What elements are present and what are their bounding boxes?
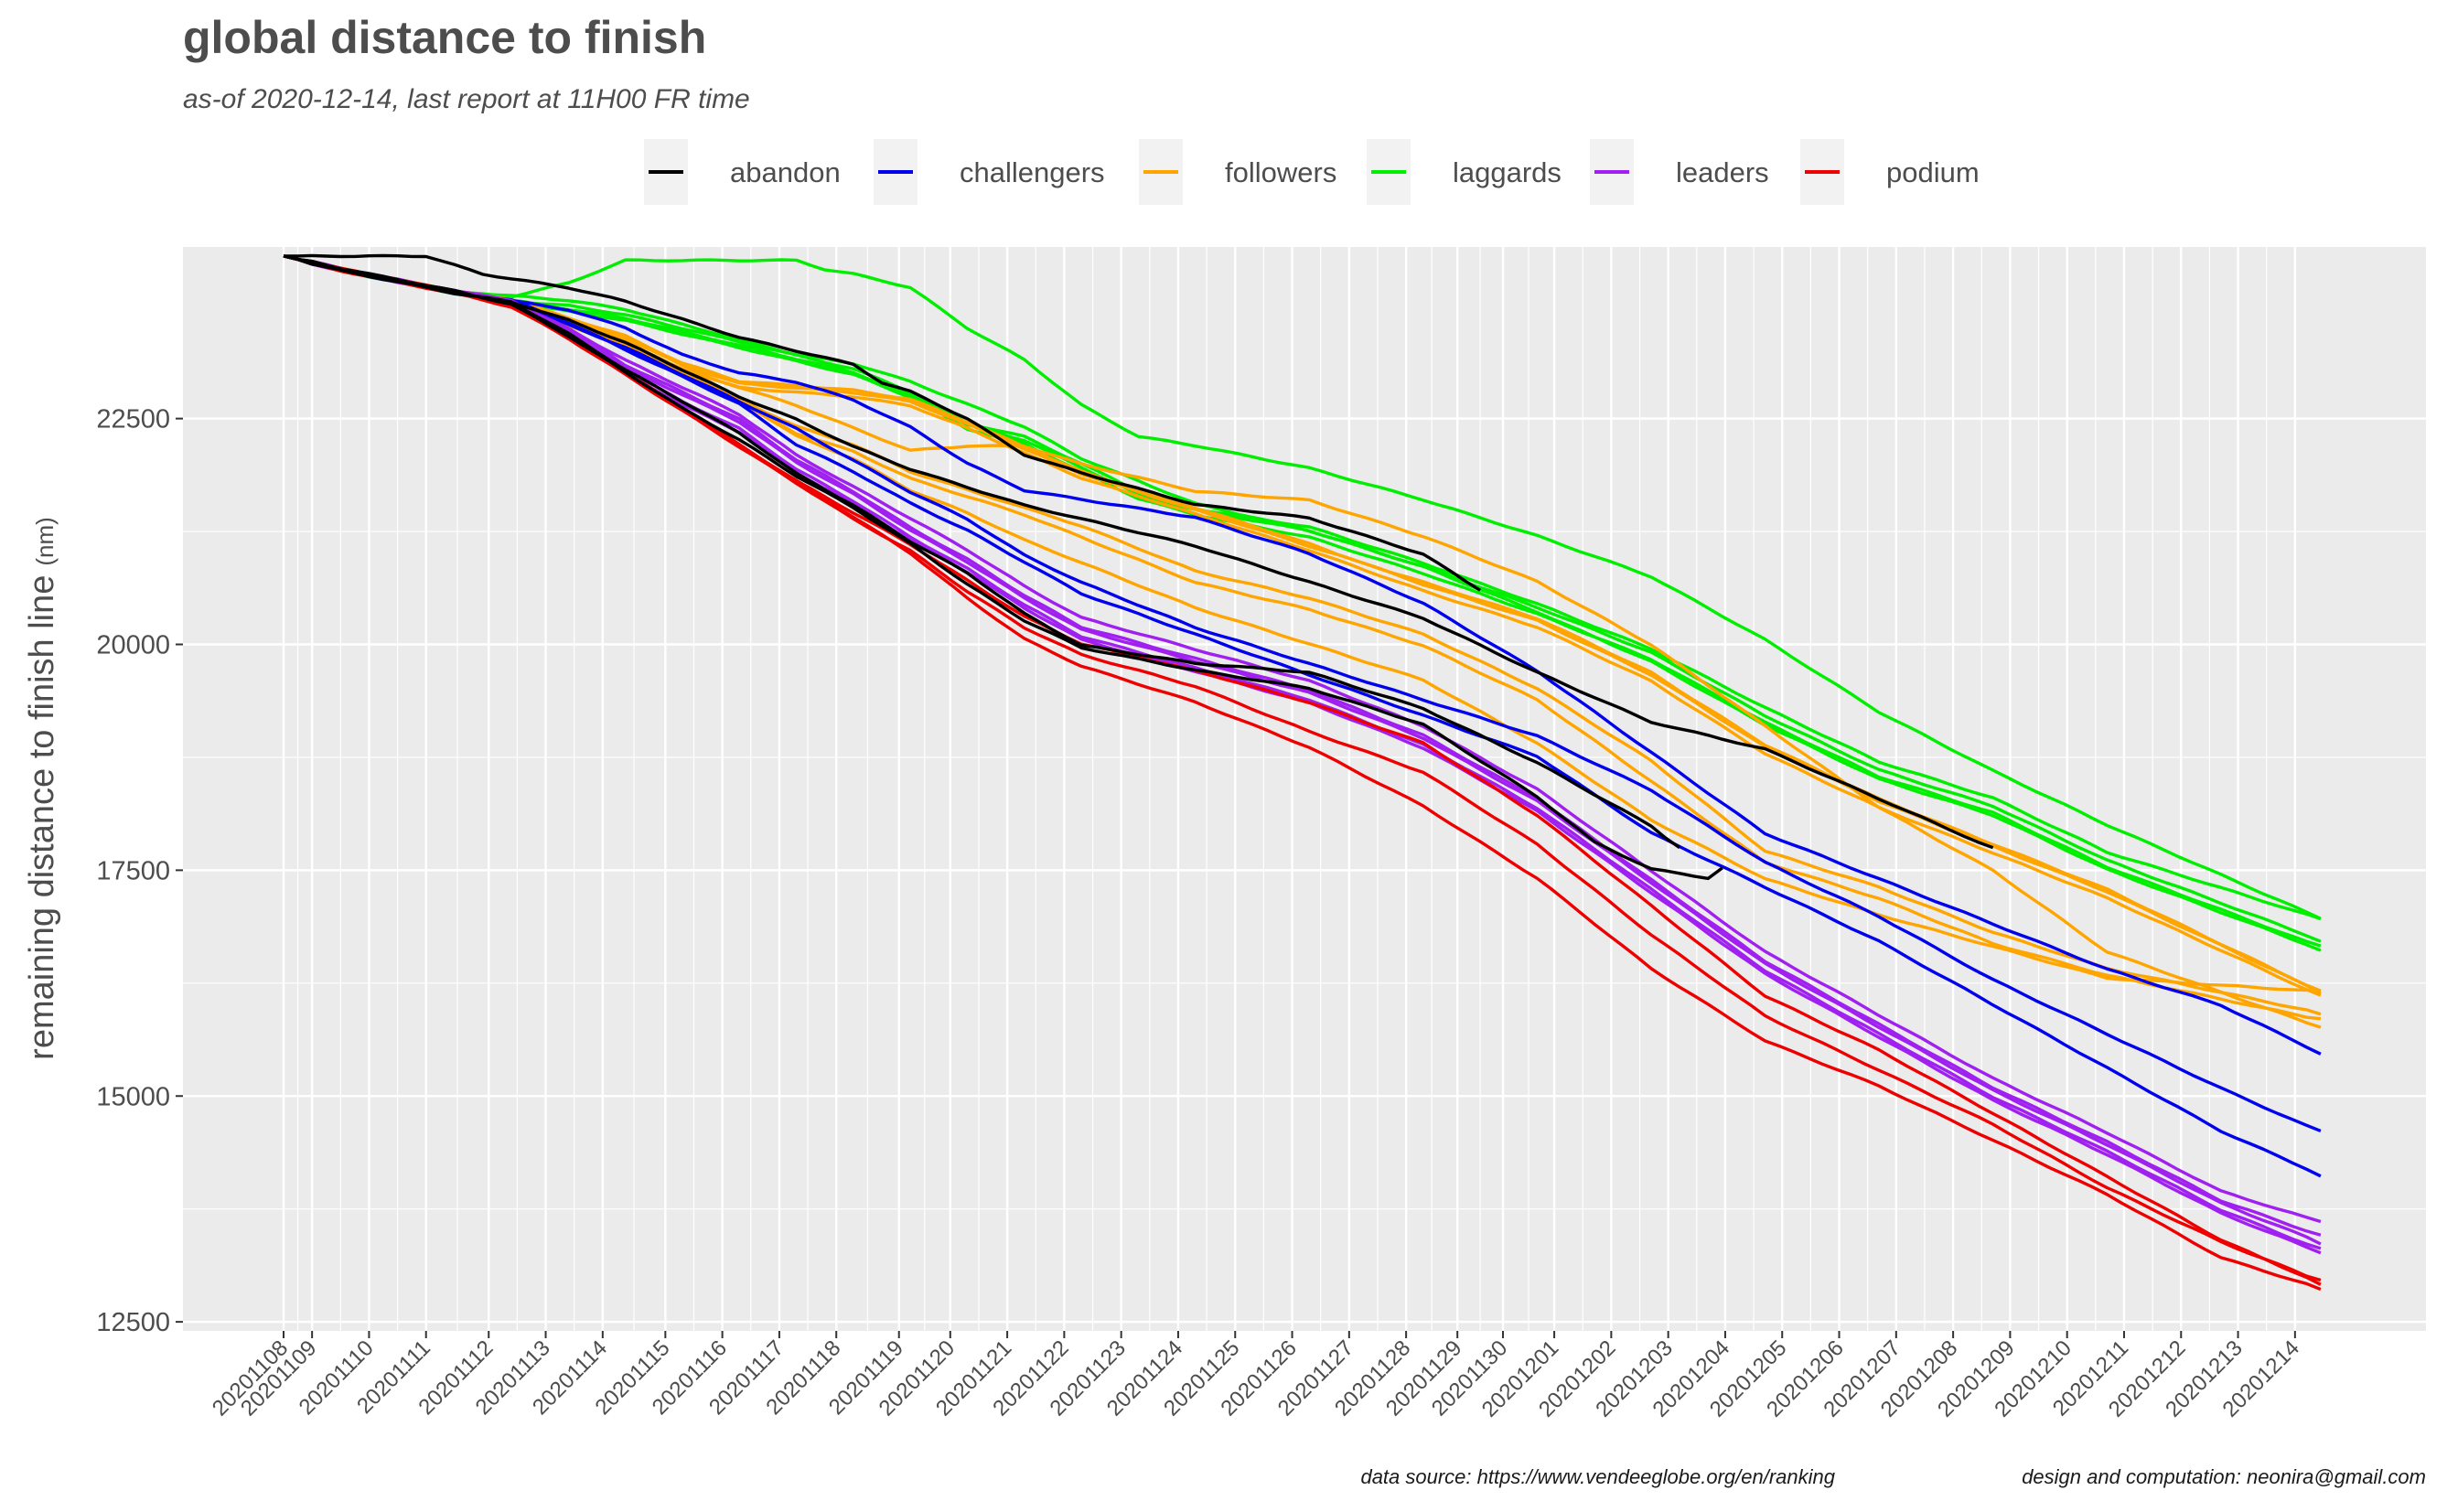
y-tick-label: 20000 [96,631,170,660]
y-tick-label: 17500 [96,856,170,885]
legend-label-leaders: leaders [1676,156,1769,188]
legend-label-challengers: challengers [960,156,1105,188]
y-axis-title-unit: (nm) [31,517,59,565]
y-tick-label: 15000 [96,1082,170,1111]
series-line-challengers [283,254,2322,1132]
series-line-laggards [283,254,2322,952]
series-line-leaders [283,254,2322,1224]
series-line-abandon [284,253,1481,592]
y-axis: 12500 15000 17500 20000 22500 [96,405,183,1337]
series-line-abandon [283,254,1723,881]
legend-label-laggards: laggards [1453,156,1562,188]
legend-label-abandon: abandon [730,156,841,188]
series-line-laggards [283,254,2322,920]
grid-minor [183,247,2426,1331]
caption-source: data source: https://www.vendeeglobe.org… [1360,1465,1835,1488]
y-tick-label: 22500 [96,405,170,434]
y-tick-label: 12500 [96,1308,170,1337]
series-line-followers [283,254,2322,995]
series-lines [283,253,2322,1292]
y-axis-title: remaining distance to finish line (nm) [23,517,61,1060]
series-line-abandon [283,254,1994,850]
legend-label-followers: followers [1225,156,1336,188]
series-line-challengers [283,254,2322,1056]
x-axis: 2020110820201109202011102020111120201112… [208,1331,2304,1422]
chart-title: global distance to finish [183,12,706,63]
plot-panel [183,247,2426,1331]
chart-subtitle: as-of 2020-12-14, last report at 11H00 F… [183,84,750,114]
series-line-laggards [283,254,2322,948]
y-axis-title-main: remaining distance to finish line [23,575,61,1060]
caption-credit: design and computation: neonira@gmail.co… [2022,1465,2426,1488]
legend-label-podium: podium [1886,156,1980,188]
series-line-laggards [283,254,2322,921]
legend: abandon challengers followers laggards leade… [644,139,1980,205]
series-line-leaders [283,254,2322,1246]
